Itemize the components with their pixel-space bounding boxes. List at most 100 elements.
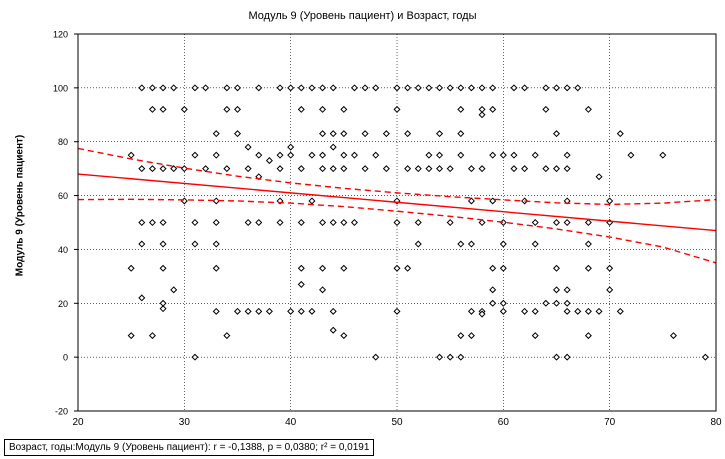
data-point [372,84,380,92]
data-point [563,165,571,173]
x-tick-label: 70 [604,417,616,428]
data-point [180,105,188,113]
data-point [287,307,295,315]
data-point [255,151,263,159]
data-point [574,84,582,92]
data-point [340,165,348,173]
data-point [563,151,571,159]
y-tick-label: -20 [55,407,68,417]
data-point [159,165,167,173]
data-point [563,218,571,227]
data-point [170,84,178,92]
data-point [297,218,305,227]
data-point [542,84,550,92]
data-point [606,286,614,294]
data-point [563,286,571,294]
data-point [159,264,167,272]
data-point [499,240,507,248]
data-point [425,165,433,173]
y-tick-label: 0 [63,353,68,363]
data-point [212,218,220,227]
data-point [372,151,380,159]
data-point [148,165,156,173]
data-point [669,332,677,340]
data-point [361,165,369,173]
data-point [574,307,582,315]
data-point [159,305,167,313]
data-point [350,84,358,92]
data-point [191,84,199,92]
y-tick-label: 40 [58,245,68,255]
data-point [319,84,327,92]
data-point [563,84,571,92]
data-point [287,84,295,92]
data-point [584,240,592,248]
data-point [701,353,709,361]
data-point [319,264,327,272]
data-point [212,264,220,272]
data-point [521,307,529,315]
data-point [510,151,518,159]
data-point [319,151,327,159]
data-point [552,353,561,361]
data-point [414,240,422,248]
data-point [340,264,348,272]
data-point [233,84,242,92]
data-point [148,105,156,113]
data-point [404,264,412,272]
data-point [467,307,475,315]
data-point [255,307,263,315]
data-point [563,307,571,315]
data-point [531,307,539,315]
data-point [308,84,316,92]
data-point [127,151,135,159]
data-point [265,157,273,165]
data-point [372,353,380,361]
data-point [180,165,188,173]
data-point [180,197,188,205]
regression-caption: Возраст, годы:Модуль 9 (Уровень пациент)… [4,439,375,456]
data-point [563,353,571,361]
data-point [446,353,454,361]
data-point [340,151,348,159]
data-point [382,130,390,138]
data-point [287,151,295,159]
data-point [159,84,167,92]
data-point [148,84,156,92]
data-point [404,84,412,92]
data-point [393,105,401,113]
data-point [223,332,231,340]
data-point [467,332,475,340]
data-point [159,218,167,227]
data-point [329,326,337,334]
data-point [223,165,231,173]
data-point [255,218,263,227]
data-point [467,165,475,173]
data-point [542,165,550,173]
data-point [148,332,156,340]
data-point [319,286,327,294]
data-point [340,218,348,227]
data-point [276,218,284,227]
data-point [233,307,242,315]
data-point [478,165,486,173]
x-tick-label: 80 [710,417,722,428]
regression-lines [77,147,717,264]
data-point [436,353,444,361]
data-point [531,151,539,159]
data-point [606,197,614,205]
data-point [489,84,497,92]
tick-labels: 20 30 40 50 60 70 80 -20 0 20 40 60 80 100 120 [53,30,722,429]
data-point [329,84,337,92]
data-point [616,307,624,315]
data-point [457,84,465,92]
data-point [244,165,252,173]
data-point [393,307,401,315]
data-point [191,151,199,159]
data-point [319,165,327,173]
data-point [521,165,529,173]
data-point [584,105,592,113]
data-point [212,130,220,138]
data-point [308,151,316,159]
